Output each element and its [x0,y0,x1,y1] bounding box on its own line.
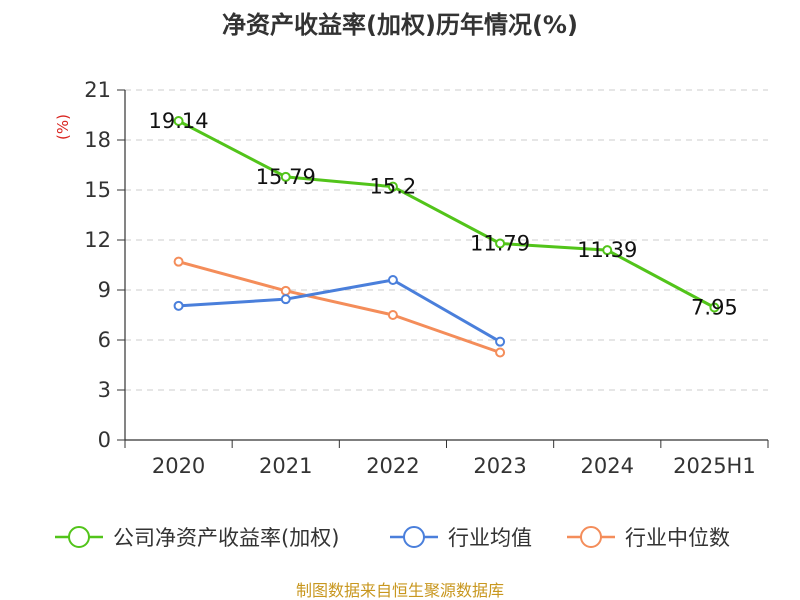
data-point[interactable] [389,276,397,284]
x-ticks: 2020 2021 2022 2023 2024 2025H1 [125,440,768,478]
legend-marker [69,527,89,547]
legend-marker [404,527,424,547]
data-point[interactable] [175,258,183,266]
data-label: 15.79 [256,165,316,189]
y-tick-label: 21 [84,78,111,102]
series-group [175,117,719,357]
data-label: 19.14 [149,109,209,133]
x-tick-label: 2023 [473,454,526,478]
data-label: 7.95 [691,296,738,320]
y-tick-label: 6 [98,328,111,352]
legend-label: 行业均值 [448,526,532,550]
grid [125,90,768,390]
data-point[interactable] [389,311,397,319]
y-tick-label: 12 [84,228,111,252]
x-tick-label: 2025H1 [673,454,756,478]
source-note: 制图数据来自恒生聚源数据库 [296,581,504,600]
data-label: 15.2 [370,175,417,199]
y-ticks: 0 3 6 9 12 15 18 21 [84,78,125,452]
data-point[interactable] [282,295,290,303]
y-tick-label: 15 [84,178,111,202]
chart-title: 净资产收益率(加权)历年情况(%) [222,11,578,39]
legend-label: 公司净资产收益率(加权) [113,526,339,550]
series-line [179,280,501,342]
chart: 净资产收益率(加权)历年情况(%) (%) 036912151821 2020 2… [0,0,800,600]
y-tick-label: 9 [98,278,111,302]
series-line [179,262,501,353]
data-point[interactable] [282,287,290,295]
x-tick-label: 2022 [366,454,419,478]
series-line [179,121,715,308]
y-axis-label: (%) [54,114,72,140]
legend-item[interactable]: 行业均值 [390,526,532,550]
legend-item[interactable]: 行业中位数 [567,526,730,550]
legend-label: 行业中位数 [625,526,730,550]
data-point[interactable] [496,349,504,357]
data-point[interactable] [496,338,504,346]
data-label: 11.79 [470,232,530,256]
x-tick-label: 2020 [152,454,205,478]
x-tick-label: 2021 [259,454,312,478]
y-tick-label: 0 [98,428,111,452]
y-tick-label: 3 [98,378,111,402]
legend[interactable]: 公司净资产收益率(加权) 行业均值 行业中位数 [55,526,730,550]
legend-item[interactable]: 公司净资产收益率(加权) [55,526,339,550]
legend-marker [581,527,601,547]
data-point[interactable] [175,302,183,310]
data-label: 11.39 [577,238,637,262]
x-tick-label: 2024 [581,454,634,478]
y-tick-label: 18 [84,128,111,152]
